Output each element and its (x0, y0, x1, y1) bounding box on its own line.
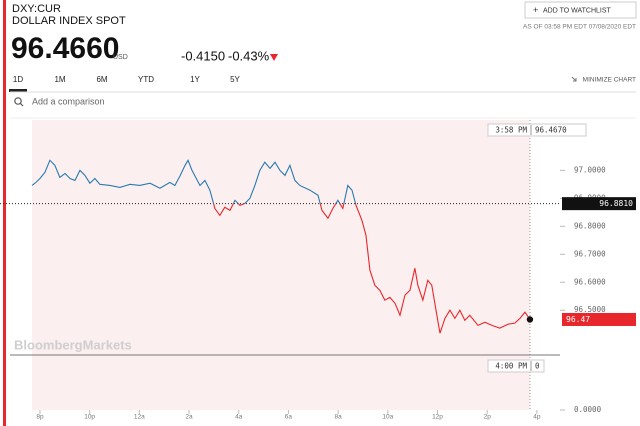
x-tick-label: 6a (285, 414, 293, 421)
session-end-label: 4:00 PM (495, 362, 527, 371)
y-tick-label: 96.5000 (574, 305, 606, 314)
session-end-value: 0 (535, 362, 540, 371)
price-line (31, 159, 531, 334)
tab[interactable]: 1Y (190, 75, 200, 84)
currency: USD (113, 54, 128, 61)
tab-active-underline (9, 89, 27, 92)
comparison-search[interactable]: Add a comparison (14, 96, 105, 107)
x-tick-label: 4p (533, 414, 541, 421)
x-tick-label: 10a (382, 414, 393, 421)
y-tick-label: 97.0000 (574, 165, 606, 174)
session-callout (487, 359, 545, 373)
x-tick-label: 10p (84, 414, 95, 421)
x-tick-label: 12a (134, 414, 145, 421)
time-callout-time: 3:58 PM (495, 126, 527, 135)
previous-close-tag (562, 197, 636, 211)
button-frame (524, 1, 637, 19)
plus-icon: + (533, 5, 538, 15)
change-percent: -0.43% (228, 48, 270, 63)
instrument-name: DOLLAR INDEX SPOT (12, 15, 126, 27)
range-tabs: 1D 1M 6M YTD 1Y 5Y (9, 75, 241, 92)
as-of: AS OF 03:58 PM EDT 07/08/2020 EDT (523, 24, 636, 31)
tab[interactable]: YTD (138, 75, 154, 84)
minimize-label: MINIMIZE CHART (583, 77, 636, 84)
x-tick-label: 2p (484, 414, 492, 421)
down-arrow (270, 54, 278, 61)
time-callout-value: 96.4670 (535, 126, 567, 135)
change: -0.4150 (181, 48, 225, 63)
tab[interactable]: 1D (13, 75, 23, 84)
x-tick-label: 8a (334, 414, 342, 421)
minimize-chart[interactable]: MINIMIZE CHART (571, 76, 636, 84)
search-icon-handle (19, 102, 24, 107)
search-placeholder: Add a comparison (32, 96, 105, 106)
y-tick-label: 96.8000 (574, 221, 606, 230)
x-tick-label: 12p (432, 414, 443, 421)
time-callout (487, 123, 587, 137)
x-tick-label: 8p (36, 414, 44, 421)
watchlist-button[interactable]: + ADD TO WATCHLIST (524, 1, 637, 19)
previous-close-label: 96.8810 (599, 199, 633, 208)
watermark: BloombergMarkets (14, 337, 132, 352)
minimize-icon (571, 76, 577, 82)
last-value-tag (562, 312, 636, 326)
plot-shade (32, 120, 530, 410)
tab[interactable]: 1M (54, 75, 65, 84)
ticker: DXY:CUR (12, 3, 61, 15)
volume-tick-label: 0.0000 (574, 405, 602, 414)
last-value-tag-label: 96.47 (566, 315, 590, 324)
accent-bar (3, 0, 6, 426)
tab[interactable]: 6M (96, 75, 107, 84)
button-label: ADD TO WATCHLIST (543, 7, 612, 14)
y-tick-label: 96.7000 (574, 249, 606, 258)
y-tick-label: 96.6000 (574, 277, 606, 286)
price: 96.4660 (11, 32, 119, 65)
last-point (526, 316, 534, 323)
tab[interactable]: 5Y (230, 75, 240, 84)
search-icon (14, 97, 22, 105)
x-tick-label: 4a (235, 414, 243, 421)
chart: 97.000096.900096.800096.700096.600096.50… (0, 123, 636, 421)
x-tick-label: 2a (185, 414, 193, 421)
